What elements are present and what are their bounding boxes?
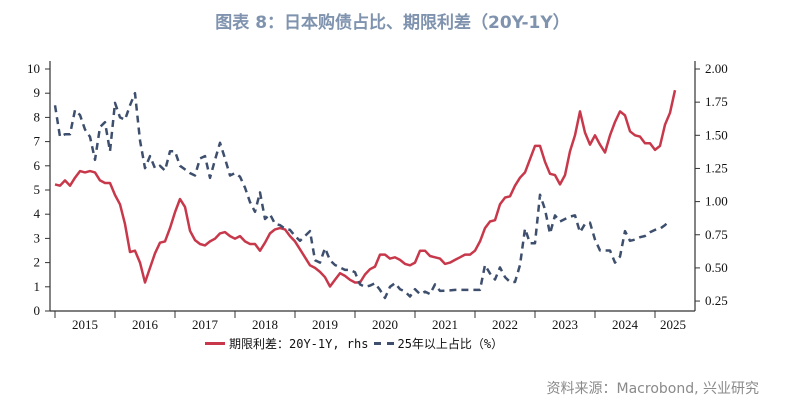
right-tick-label: 1.75 bbox=[705, 94, 728, 109]
legend-label-share: 25年以上占比（%） bbox=[397, 337, 504, 351]
series-line-share bbox=[53, 91, 671, 300]
left-tick-label: 6 bbox=[34, 158, 41, 173]
legend-label-spread: 期限利差：20Y-1Y, rhs bbox=[229, 337, 369, 351]
x-tick-label: 2023 bbox=[552, 317, 578, 332]
right-tick-label: 1.25 bbox=[705, 160, 728, 175]
x-tick-label: 2025 bbox=[660, 317, 686, 332]
left-tick-label: 3 bbox=[34, 230, 41, 245]
legend-swatch-share bbox=[374, 342, 395, 345]
chart-title: 图表 8：日本购债占比、期限利差（20Y-1Y） bbox=[215, 13, 570, 33]
source-note: 资料来源：Macrobond, 兴业研究 bbox=[546, 381, 759, 397]
left-tick-label: 8 bbox=[34, 109, 41, 124]
left-tick-label: 4 bbox=[34, 206, 41, 221]
legend-swatch-spread bbox=[205, 342, 225, 345]
left-tick-label: 5 bbox=[34, 182, 41, 197]
legend: 期限利差：20Y-1Y, rhs 25年以上占比（%） bbox=[205, 335, 503, 352]
chart-plot: 0 1 2 3 4 5 6 7 8 9 10 0.25 0.50 0.75 1.00 1.25 1.50 1.75… bbox=[27, 61, 728, 332]
x-tick-label: 2019 bbox=[312, 317, 338, 332]
left-tick-label: 2 bbox=[34, 255, 41, 270]
left-tick-label: 0 bbox=[34, 303, 41, 318]
x-tick-label: 2018 bbox=[252, 317, 278, 332]
left-tick-label: 7 bbox=[34, 134, 41, 149]
x-tick-label: 2016 bbox=[132, 317, 159, 332]
x-tick-label: 2021 bbox=[432, 317, 458, 332]
left-tick-label: 1 bbox=[34, 279, 41, 294]
x-tick-label: 2020 bbox=[372, 317, 398, 332]
right-tick-label: 1.00 bbox=[705, 194, 728, 209]
series-line-spread bbox=[54, 89, 677, 288]
left-tick-label: 10 bbox=[27, 61, 40, 76]
right-tick-label: 0.75 bbox=[705, 227, 728, 242]
right-tick-label: 1.50 bbox=[705, 127, 728, 142]
x-tick-label: 2024 bbox=[612, 317, 639, 332]
right-tick-label: 2.00 bbox=[705, 61, 728, 76]
x-tick-label: 2017 bbox=[192, 317, 219, 332]
x-tick-label: 2015 bbox=[72, 317, 98, 332]
right-tick-label: 0.25 bbox=[705, 293, 728, 308]
x-tick-label: 2022 bbox=[492, 317, 518, 332]
right-tick-label: 0.50 bbox=[705, 260, 728, 275]
left-tick-label: 9 bbox=[34, 85, 41, 100]
